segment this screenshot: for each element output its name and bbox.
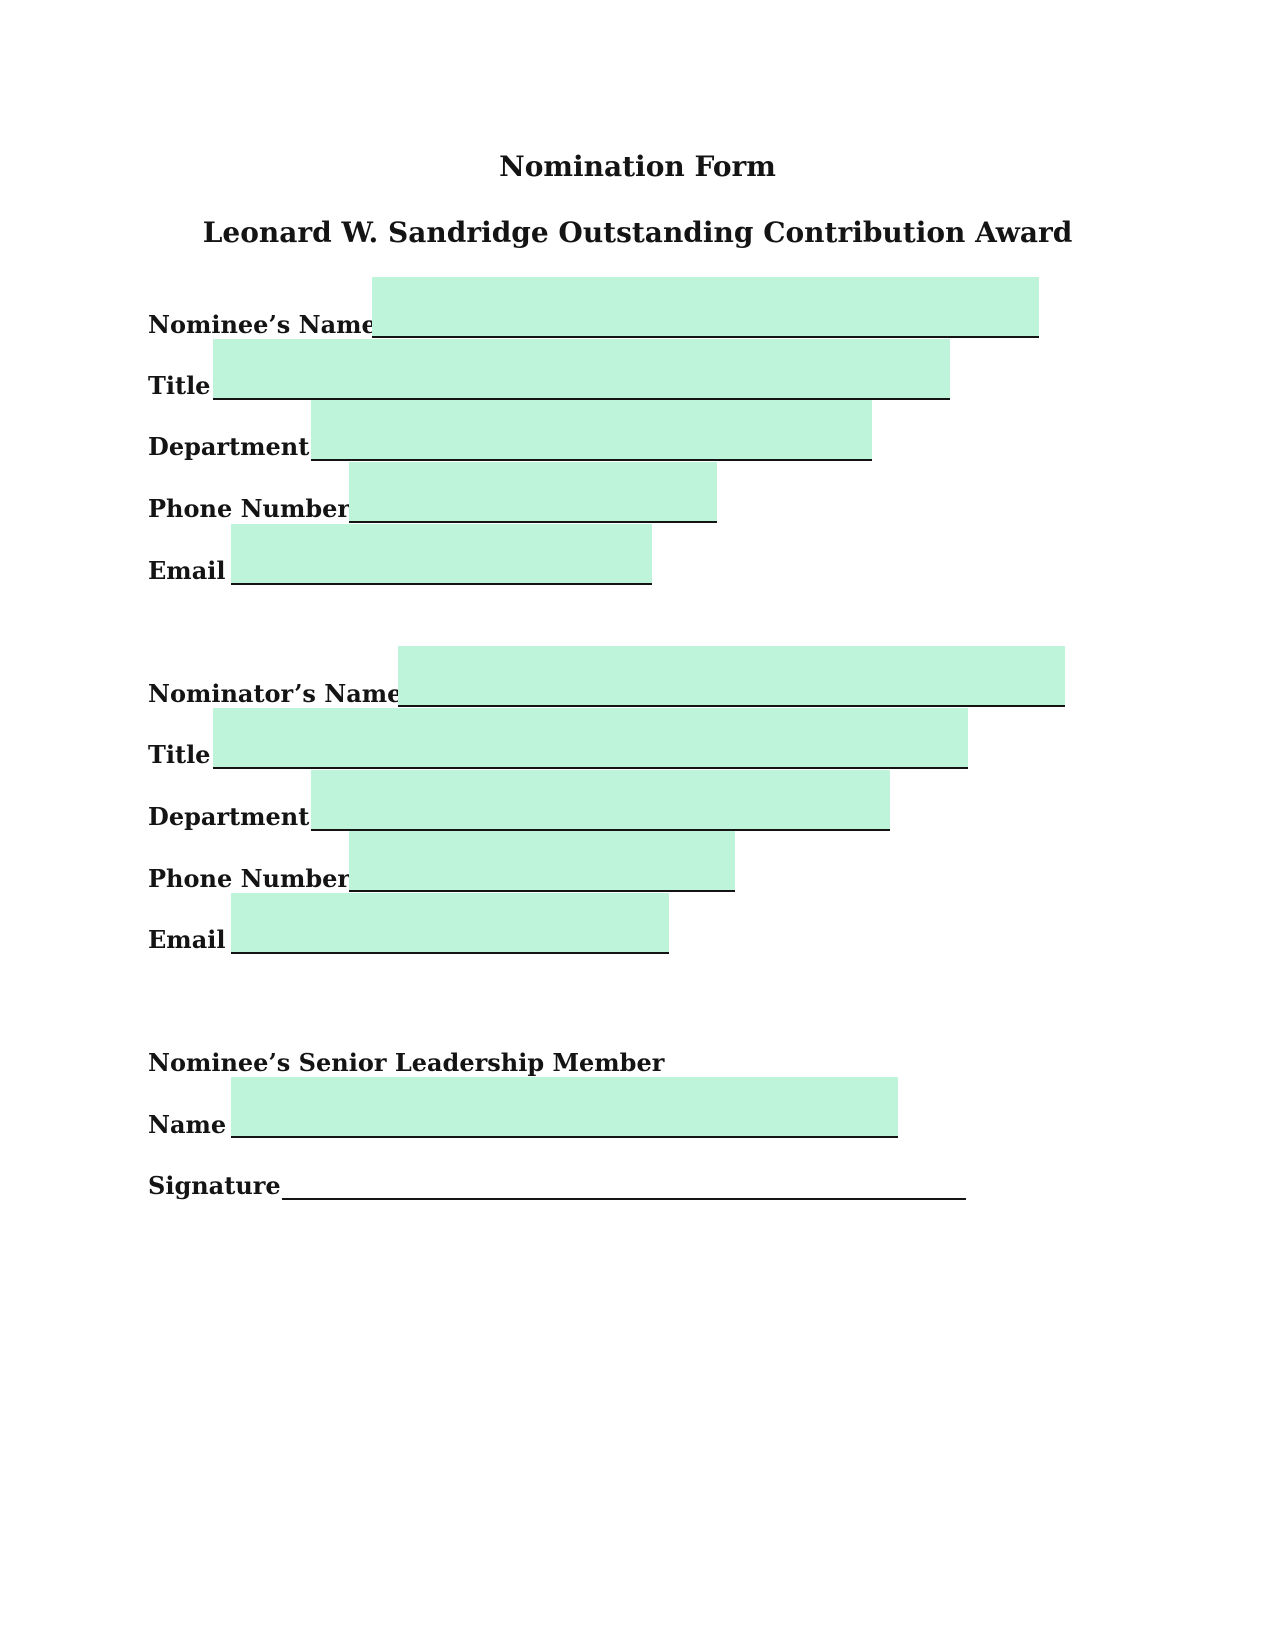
award-subtitle: Leonard W. Sandridge Outstanding Contrib… <box>202 216 1073 249</box>
nominator-department-label: Department <box>148 802 310 831</box>
nominator-name-field[interactable] <box>398 646 1065 707</box>
nominee-name-field[interactable] <box>372 277 1039 338</box>
signature-label: Signature <box>148 1171 281 1200</box>
signature-line <box>282 1196 966 1200</box>
senior-leadership-heading: Nominee’s Senior Leadership Member <box>148 1048 665 1077</box>
nominator-title-field[interactable] <box>213 708 968 769</box>
leadership-name-label: Name <box>148 1110 227 1139</box>
nominee-email-label: Email <box>148 556 226 585</box>
nominee-department-field[interactable] <box>311 400 872 461</box>
nominator-department-field[interactable] <box>311 770 890 831</box>
page-title: Nomination Form <box>499 150 776 183</box>
nominee-name-label: Nominee’s Name <box>148 310 377 339</box>
nominator-name-label: Nominator’s Name <box>148 679 403 708</box>
nominator-title-label: Title <box>148 740 211 769</box>
nominee-phone-field[interactable] <box>349 462 717 523</box>
nominee-title-label: Title <box>148 371 211 400</box>
nominator-phone-field[interactable] <box>349 831 735 892</box>
nominee-department-label: Department <box>148 432 310 461</box>
nominee-email-field[interactable] <box>231 524 652 585</box>
leadership-name-field[interactable] <box>231 1077 898 1138</box>
nominee-title-field[interactable] <box>213 339 950 400</box>
nominee-phone-label: Phone Number <box>148 494 351 523</box>
nominator-email-field[interactable] <box>231 893 669 954</box>
nominator-email-label: Email <box>148 925 226 954</box>
nominator-phone-label: Phone Number <box>148 864 351 893</box>
